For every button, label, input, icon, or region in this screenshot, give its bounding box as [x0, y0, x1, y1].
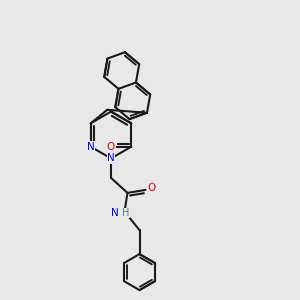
Text: N: N [107, 153, 115, 164]
Text: H: H [122, 208, 129, 218]
Text: O: O [107, 142, 115, 152]
Text: N: N [87, 142, 94, 152]
Text: O: O [147, 183, 156, 194]
Text: N: N [111, 208, 119, 218]
